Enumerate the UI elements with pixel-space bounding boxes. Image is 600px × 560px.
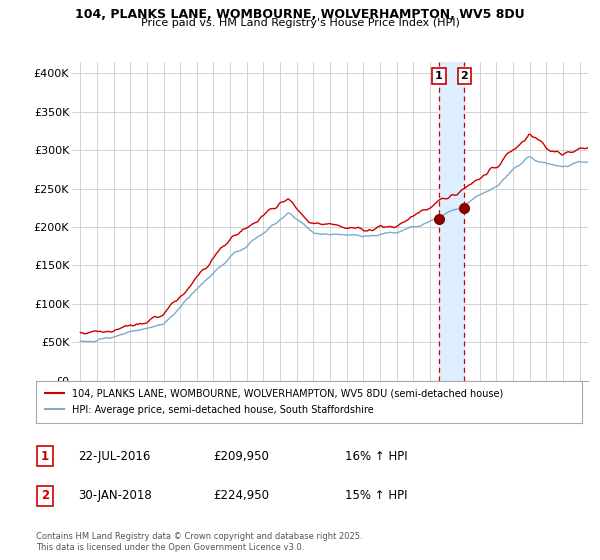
Text: Price paid vs. HM Land Registry's House Price Index (HPI): Price paid vs. HM Land Registry's House …	[140, 18, 460, 28]
Text: £224,950: £224,950	[213, 489, 269, 502]
Text: 104, PLANKS LANE, WOMBOURNE, WOLVERHAMPTON, WV5 8DU: 104, PLANKS LANE, WOMBOURNE, WOLVERHAMPT…	[75, 8, 525, 21]
Text: 30-JAN-2018: 30-JAN-2018	[78, 489, 152, 502]
Legend: 104, PLANKS LANE, WOMBOURNE, WOLVERHAMPTON, WV5 8DU (semi-detached house), HPI: : 104, PLANKS LANE, WOMBOURNE, WOLVERHAMPT…	[41, 385, 507, 419]
Text: Contains HM Land Registry data © Crown copyright and database right 2025.
This d: Contains HM Land Registry data © Crown c…	[36, 532, 362, 552]
Text: 1: 1	[41, 450, 49, 463]
Bar	[439, 62, 464, 381]
Text: 2: 2	[41, 489, 49, 502]
Text: 1: 1	[435, 71, 443, 81]
Text: £209,950: £209,950	[213, 450, 269, 463]
Text: 22-JUL-2016: 22-JUL-2016	[78, 450, 151, 463]
Text: 2: 2	[461, 71, 469, 81]
Text: 16% ↑ HPI: 16% ↑ HPI	[345, 450, 407, 463]
Text: 15% ↑ HPI: 15% ↑ HPI	[345, 489, 407, 502]
